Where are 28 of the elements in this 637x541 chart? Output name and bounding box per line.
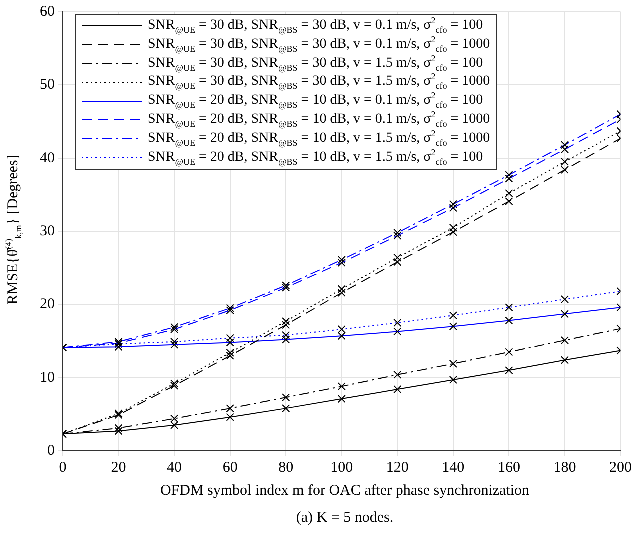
x-tick-label: 140 (442, 460, 465, 476)
x-tick-label: 120 (386, 460, 409, 476)
x-tick-label: 180 (554, 460, 576, 476)
y-tick-label: 40 (40, 150, 55, 166)
legend-label: SNR$_{@UE}$ = 20 dB, SNR$_{@BS}$ = 10 dB, v = 1.5 m/s, σ$^{2}$$_{cfo}$ = 1000 (148, 128, 490, 149)
x-axis-title: OFDM symbol index m for OAC after phase synchronization (159, 483, 531, 500)
legend-label: SNR$_{@UE}$ = 20 dB, SNR$_{@BS}$ = 10 dB, v = 1.5 m/s, σ$^{2}$$_{cfo}$ = 100 (148, 146, 484, 168)
y-tick-label: 10 (40, 370, 55, 386)
x-tick-label: 100 (330, 460, 354, 476)
x-tick-label: 20 (111, 460, 126, 476)
x-tick-label: 0 (59, 460, 67, 476)
legend-label: SNR$_{@UE}$ = 20 dB, SNR$_{@BS}$ = 10 dB, v = 0.1 m/s, σ$^{2}$$_{cfo}$ = 100 (148, 90, 484, 111)
x-tick-label: 160 (498, 460, 520, 476)
x-tick-label: 200 (610, 460, 632, 476)
x-tick-label: 40 (167, 460, 182, 476)
y-tick-label: 50 (40, 77, 55, 94)
x-tick-label: 60 (222, 460, 238, 476)
y-tick-label: 0 (48, 442, 55, 459)
y-tick-label: 60 (40, 4, 55, 20)
legend-label: SNR$_{@UE}$ = 30 dB, SNR$_{@BS}$ = 30 dB, v = 1.5 m/s, σ$^{2}$$_{cfo}$ = 1000 (148, 72, 490, 92)
legend-label: SNR$_{@UE}$ = 30 dB, SNR$_{@BS}$ = 30 dB, v = 0.1 m/s, σ$^{2}$$_{cfo}$ = 100 (148, 15, 484, 36)
legend-label: SNR$_{@UE}$ = 20 dB, SNR$_{@BS}$ = 10 dB, v = 0.1 m/s, σ$^{2}$$_{cfo}$ = 1000 (148, 109, 490, 130)
y-tick-label: 30 (40, 223, 55, 240)
y-tick-label: 20 (40, 296, 55, 313)
text: (a) K = 5 nodes. (295, 510, 395, 527)
legend-label: SNR$_{@UE}$ = 30 dB, SNR$_{@BS}$ = 30 dB, v = 1.5 m/s, σ$^{2}$$_{cfo}$ = 100 (148, 52, 484, 74)
x-tick-label: 80 (278, 460, 294, 476)
legend-label: SNR$_{@UE}$ = 30 dB, SNR$_{@BS}$ = 30 dB, v = 0.1 m/s, σ$^{2}$$_{cfo}$ = 1000 (148, 34, 490, 55)
